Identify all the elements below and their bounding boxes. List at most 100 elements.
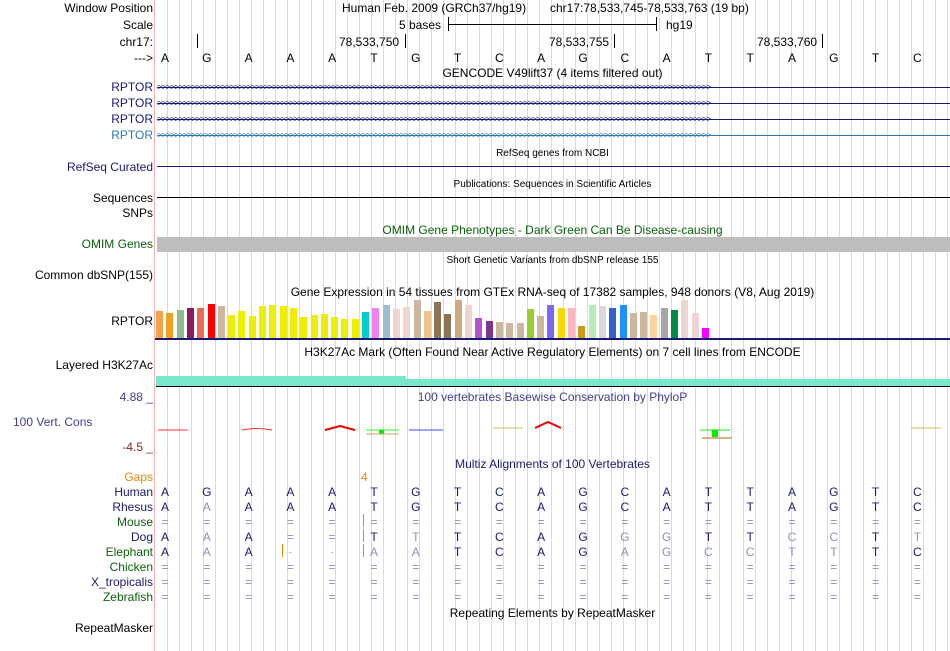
gtex-bar[interactable] xyxy=(289,307,297,338)
gtex-bar[interactable] xyxy=(238,311,246,338)
gtex-bar[interactable] xyxy=(640,311,648,338)
h3k27ac-label[interactable]: Layered H3K27Ac xyxy=(55,358,153,372)
gtex-bar[interactable] xyxy=(578,326,586,338)
gencode-gene-label[interactable]: RPTOR xyxy=(111,112,153,126)
publications-title[interactable]: Publications: Sequences in Scientific Ar… xyxy=(453,179,652,190)
gtex-bar[interactable] xyxy=(166,312,174,338)
gencode-gene-line[interactable] xyxy=(157,87,950,88)
gtex-bar[interactable] xyxy=(248,315,256,338)
gtex-bar[interactable] xyxy=(392,308,400,338)
repeatmasker-title[interactable]: Repeating Elements by RepeatMasker xyxy=(449,606,656,620)
species-label[interactable]: Mouse xyxy=(116,515,153,529)
omim-title[interactable]: OMIM Gene Phenotypes - Dark Green Can Be… xyxy=(382,223,723,237)
gtex-bar[interactable] xyxy=(619,305,627,338)
gencode-gene-label[interactable]: RPTOR xyxy=(111,80,153,94)
gtex-bar[interactable] xyxy=(434,301,442,338)
gtex-bar[interactable] xyxy=(701,328,709,338)
gtex-bar[interactable] xyxy=(671,310,678,338)
gtex-bar[interactable] xyxy=(557,307,565,338)
gencode-title[interactable]: GENCODE V49lift37 (4 items filtered out) xyxy=(442,66,663,80)
gtex-bar[interactable] xyxy=(156,310,163,338)
gtex-bar[interactable] xyxy=(217,305,225,338)
gtex-bar[interactable] xyxy=(413,300,421,338)
gtex-bar[interactable] xyxy=(279,306,287,338)
gtex-bar[interactable] xyxy=(691,312,699,338)
alignment-base: = xyxy=(203,560,211,574)
gtex-bar[interactable] xyxy=(526,308,534,338)
gtex-bar[interactable] xyxy=(660,308,668,338)
gencode-gene-line[interactable] xyxy=(157,119,950,120)
gtex-bar[interactable] xyxy=(588,305,596,338)
gtex-bar[interactable] xyxy=(475,318,483,338)
species-label[interactable]: Human xyxy=(114,485,153,499)
species-label[interactable]: X_tropicalis xyxy=(90,575,153,589)
gencode-gene-label[interactable]: RPTOR xyxy=(111,128,153,142)
gtex-bar[interactable] xyxy=(454,300,462,338)
repeatmasker-label[interactable]: RepeatMasker xyxy=(74,621,153,635)
gtex-bar[interactable] xyxy=(320,314,328,338)
gtex-bar[interactable] xyxy=(681,300,689,338)
gtex-title[interactable]: Gene Expression in 54 tissues from GTEx … xyxy=(290,285,815,299)
phylop-title[interactable]: 100 vertebrates Basewise Conservation by… xyxy=(417,390,688,404)
phylop-label[interactable]: 100 Vert. Cons xyxy=(13,415,93,429)
snps-label[interactable]: SNPs xyxy=(122,206,153,220)
species-label[interactable]: Chicken xyxy=(109,560,153,574)
omim-bar[interactable] xyxy=(157,237,950,252)
species-label[interactable]: Dog xyxy=(130,530,153,544)
gtex-bar[interactable] xyxy=(176,309,184,338)
gtex-bar[interactable] xyxy=(465,305,472,338)
gtex-bar[interactable] xyxy=(300,317,308,338)
gtex-bar[interactable] xyxy=(495,322,503,338)
species-label[interactable]: Zebrafish xyxy=(102,590,153,604)
gtex-bar[interactable] xyxy=(382,304,390,338)
alignment-base: A xyxy=(244,485,253,499)
gtex-bar[interactable] xyxy=(362,312,369,338)
gtex-bar[interactable] xyxy=(598,306,606,338)
gtex-bar[interactable] xyxy=(269,304,277,338)
gtex-bar[interactable] xyxy=(228,315,236,338)
gtex-bar[interactable] xyxy=(485,320,493,338)
omim-label[interactable]: OMIM Genes xyxy=(81,237,153,251)
species-label[interactable]: Elephant xyxy=(105,545,153,559)
gtex-label[interactable]: RPTOR xyxy=(111,314,153,328)
multiz-title[interactable]: Multiz Alignments of 100 Vertebrates xyxy=(455,457,650,471)
gencode-gene-line[interactable] xyxy=(157,103,950,104)
gtex-bar[interactable] xyxy=(341,319,349,338)
h3k27ac-title[interactable]: H3K27Ac Mark (Often Found Near Active Re… xyxy=(304,345,801,359)
refseq-label[interactable]: RefSeq Curated xyxy=(66,160,153,174)
dbsnp-title[interactable]: Short Genetic Variants from dbSNP releas… xyxy=(446,255,659,266)
gencode-gene-line[interactable] xyxy=(157,135,950,136)
gencode-gene-label[interactable]: RPTOR xyxy=(111,96,153,110)
gtex-bar[interactable] xyxy=(259,305,266,338)
strand-label[interactable]: ---> xyxy=(134,51,153,65)
label-separator xyxy=(154,0,155,651)
gtex-bar[interactable] xyxy=(629,312,637,338)
gtex-bar[interactable] xyxy=(403,306,411,338)
scale-bar xyxy=(449,24,656,25)
sequences-label[interactable]: Sequences xyxy=(92,191,153,205)
gtex-bar[interactable] xyxy=(197,307,205,338)
gtex-bar-chart[interactable] xyxy=(156,300,716,338)
gtex-bar[interactable] xyxy=(331,317,339,338)
gtex-bar[interactable] xyxy=(207,303,215,338)
publications-line[interactable] xyxy=(157,197,950,198)
species-label[interactable]: Rhesus xyxy=(112,500,153,514)
gtex-bar[interactable] xyxy=(423,311,431,338)
gtex-bar[interactable] xyxy=(568,307,575,338)
gtex-bar[interactable] xyxy=(506,322,514,338)
gtex-bar[interactable] xyxy=(650,315,658,338)
grid-line xyxy=(215,0,216,651)
gtex-bar[interactable] xyxy=(310,315,318,338)
gtex-bar[interactable] xyxy=(537,315,545,338)
refseq-title[interactable]: RefSeq genes from NCBI xyxy=(496,148,609,159)
gtex-bar[interactable] xyxy=(547,305,555,338)
gtex-bar[interactable] xyxy=(609,307,617,338)
gtex-bar[interactable] xyxy=(444,314,452,338)
gtex-bar[interactable] xyxy=(516,322,524,338)
refseq-gene-line[interactable] xyxy=(157,166,950,167)
gtex-bar[interactable] xyxy=(351,319,359,338)
gtex-bar[interactable] xyxy=(372,307,380,338)
phylop-graph[interactable] xyxy=(155,415,950,445)
gtex-bar[interactable] xyxy=(186,307,194,338)
dbsnp-label[interactable]: Common dbSNP(155) xyxy=(34,268,153,282)
